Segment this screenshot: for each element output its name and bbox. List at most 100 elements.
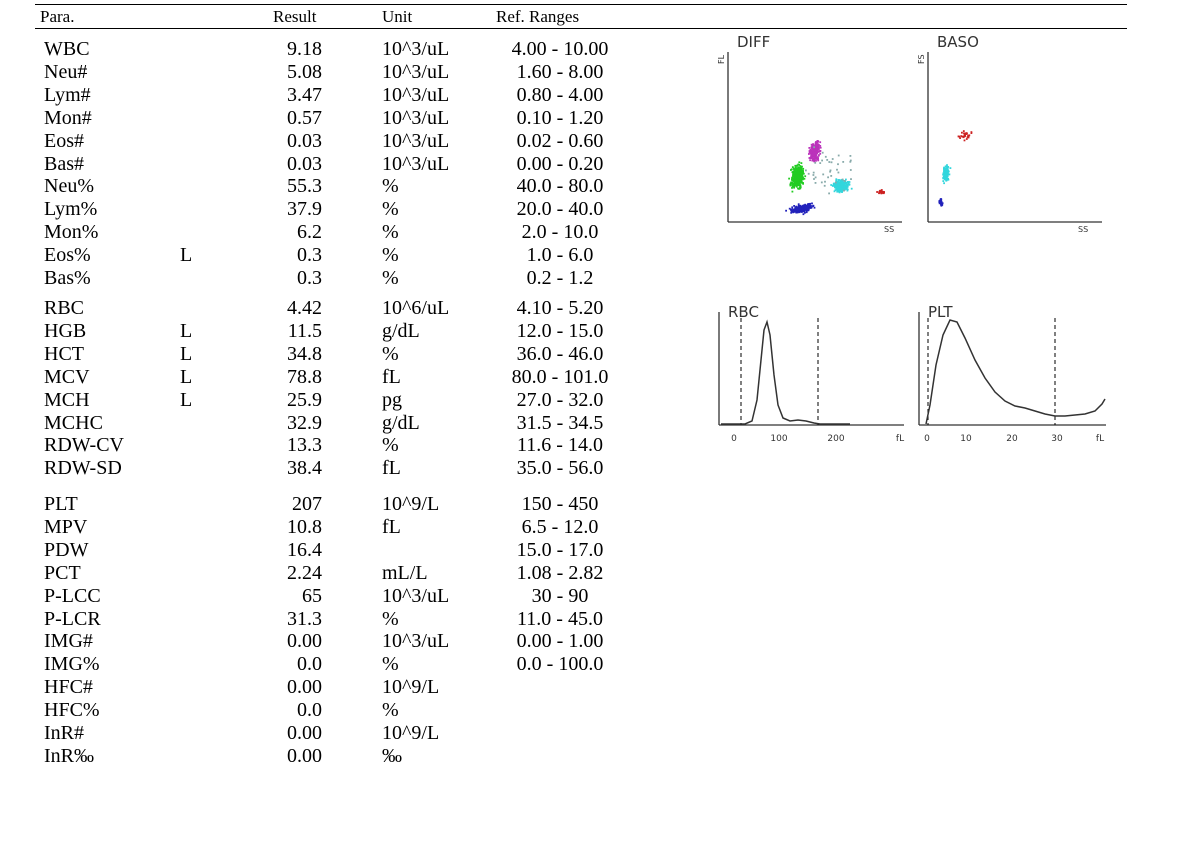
baso-main-point bbox=[943, 173, 946, 176]
table-row: P-LCC 65 10^3/uL 30 - 90 bbox=[0, 585, 700, 608]
table-row: Lym% 37.9% 20.0 - 40.0 bbox=[0, 198, 700, 221]
baso-bas-point bbox=[965, 132, 968, 135]
param-flag: L bbox=[180, 388, 193, 411]
neutrophil-point bbox=[800, 171, 803, 174]
lymphocyte-point bbox=[806, 207, 808, 210]
param-name: HFC% bbox=[44, 699, 100, 722]
diff-scatterplot: DIFF FL SS bbox=[717, 33, 902, 234]
param-result: 5.08 bbox=[287, 60, 322, 83]
eosinophil-point bbox=[843, 185, 846, 188]
lymphocyte-point bbox=[796, 211, 799, 214]
table-row: PCT 2.24 mL/L 1.08 - 2.82 bbox=[0, 562, 700, 585]
neutrophil-point bbox=[793, 169, 796, 172]
lymphocyte-point bbox=[790, 208, 793, 211]
neutrophil-point bbox=[792, 177, 795, 180]
param-name: P-LCR bbox=[44, 607, 101, 630]
param-name: PCT bbox=[44, 561, 81, 584]
param-ref-range: 40.0 - 80.0 bbox=[516, 175, 604, 198]
plt-tick-10: 10 bbox=[960, 434, 972, 444]
neutrophil-point bbox=[794, 177, 797, 180]
eosinophil-point bbox=[837, 181, 840, 184]
monocyte-point bbox=[814, 151, 817, 154]
monocyte-point bbox=[809, 159, 811, 162]
neutrophil-point bbox=[795, 165, 798, 167]
monocyte-point bbox=[809, 157, 812, 159]
param-ref-range: 11.0 - 45.0 bbox=[517, 607, 603, 630]
neutrophil-point bbox=[799, 169, 801, 171]
neutrophil-point bbox=[800, 174, 803, 177]
scatter-noise-point bbox=[823, 184, 826, 187]
param-ref-range: 36.0 - 46.0 bbox=[516, 342, 604, 365]
table-row: Mon# 0.57 10^3/uL 0.10 - 1.20 bbox=[0, 107, 700, 130]
neutrophil-point bbox=[790, 181, 793, 184]
monocyte-point bbox=[817, 148, 820, 151]
scatter-noise-point bbox=[820, 181, 823, 184]
param-result: 6.2 bbox=[297, 221, 322, 244]
lymphocyte-point bbox=[803, 207, 806, 210]
param-ref-range: 12.0 - 15.0 bbox=[516, 319, 604, 342]
eosinophil-point bbox=[833, 184, 836, 187]
basophil-point bbox=[881, 191, 884, 194]
neutrophil-point bbox=[793, 186, 795, 189]
scatter-noise-point bbox=[805, 169, 807, 172]
param-name: IMG# bbox=[44, 630, 93, 653]
eosinophil-point bbox=[839, 187, 842, 190]
scatter-noise-point bbox=[843, 180, 846, 182]
scatter-noise-point bbox=[828, 161, 831, 163]
lymphocyte-point bbox=[807, 209, 810, 211]
neutrophil-point bbox=[795, 168, 798, 171]
baso-main-point bbox=[942, 173, 944, 176]
param-unit: g/dL bbox=[382, 319, 420, 342]
lymphocyte-point bbox=[808, 203, 811, 205]
neutrophil-point bbox=[796, 180, 799, 183]
lymphocyte-point bbox=[802, 205, 805, 207]
monocyte-point bbox=[814, 149, 816, 152]
neutrophil-point bbox=[798, 188, 800, 190]
neutrophil-point bbox=[802, 176, 804, 179]
param-unit: % bbox=[382, 607, 399, 630]
eosinophil-point bbox=[834, 183, 836, 185]
param-ref-range: 0.00 - 0.20 bbox=[516, 152, 604, 175]
neutrophil-point bbox=[799, 187, 802, 190]
baso-bas-point bbox=[963, 132, 965, 135]
param-result: 31.3 bbox=[287, 607, 322, 630]
neutrophil-point bbox=[795, 172, 797, 175]
baso-bas-point bbox=[967, 136, 970, 139]
param-name: RDW-SD bbox=[44, 457, 122, 480]
rbc-unit: fL bbox=[896, 434, 904, 444]
scatter-noise-point bbox=[812, 174, 815, 176]
table-row: WBC 9.18 10^3/uL 4.00 - 10.00 bbox=[0, 38, 700, 61]
param-result: 0.00 bbox=[287, 676, 322, 699]
eosinophil-point bbox=[837, 184, 840, 186]
neutrophil-point bbox=[795, 183, 798, 185]
param-unit: % bbox=[382, 198, 399, 221]
eosinophil-point bbox=[840, 179, 843, 181]
baso-main-point bbox=[949, 167, 952, 169]
table-row: Eos# 0.03 10^3/uL 0.02 - 0.60 bbox=[0, 130, 700, 153]
eosinophil-point bbox=[832, 184, 835, 187]
eosinophil-point bbox=[841, 185, 844, 188]
lymphocyte-point bbox=[810, 205, 812, 207]
lymphocyte-point bbox=[811, 202, 813, 205]
lymphocyte-point bbox=[797, 203, 800, 206]
scatter-noise-point bbox=[831, 158, 834, 160]
baso-scatterplot: BASO FS SS bbox=[917, 33, 1102, 234]
monocyte-point bbox=[819, 145, 822, 147]
monocyte-point bbox=[816, 157, 819, 159]
neutrophil-point bbox=[793, 185, 796, 188]
neutrophil-point bbox=[794, 164, 797, 167]
diff-title: DIFF bbox=[737, 33, 770, 51]
param-name: PDW bbox=[44, 538, 89, 561]
lymphocyte-point bbox=[812, 204, 815, 207]
monocyte-point bbox=[817, 145, 820, 148]
neutrophil-point bbox=[796, 175, 798, 178]
baso-main-point bbox=[943, 168, 946, 171]
param-name: RBC bbox=[44, 297, 85, 319]
baso-main-point bbox=[946, 164, 948, 166]
baso-main-point bbox=[944, 176, 946, 178]
baso-bas-point bbox=[965, 138, 968, 140]
plt-tick-0: 0 bbox=[924, 434, 930, 444]
table-row: Bas% 0.3% 0.2 - 1.2 bbox=[0, 267, 700, 290]
table-row: PDW 16.4 15.0 - 17.0 bbox=[0, 539, 700, 562]
neutrophil-point bbox=[792, 175, 794, 178]
